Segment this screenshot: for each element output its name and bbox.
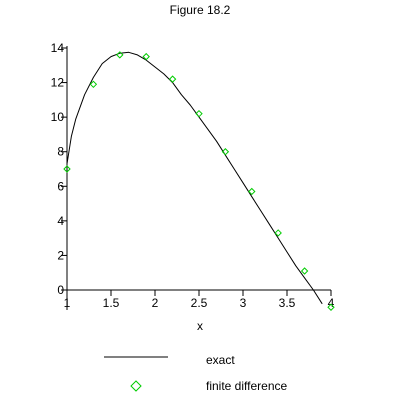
axes [66,46,331,310]
data-point-finite-difference [168,75,177,83]
data-point-finite-difference [195,109,203,118]
y-tick-label: 10 [51,110,65,124]
x-tick-label: 2.5 [191,296,208,310]
x-tick-label: 3.5 [279,296,296,310]
y-tick-label: 0 [57,283,64,297]
data-point-finite-difference [63,165,71,173]
data-point-finite-difference [327,303,335,311]
x-tick-label: 3 [240,296,247,310]
data-point-finite-difference [89,80,98,89]
y-tick-label: 6 [57,179,64,193]
x-tick-label: 2 [152,296,159,310]
legend-label-exact: exact [206,353,235,367]
series-line-exact [66,51,323,305]
x-tick-labels: 1 1.5 2 2.5 3 3.5 4 [64,290,335,310]
y-tick-label: 12 [51,76,65,90]
y-tick-label: 8 [57,145,64,159]
x-tick-label: 1 [64,296,71,310]
y-tick-label: 14 [51,41,65,55]
x-tick-label: 4 [328,296,335,310]
x-tick-label: 1.5 [103,296,120,310]
plot-series [63,51,335,311]
data-point-finite-difference [248,187,256,196]
data-point-finite-difference [142,52,150,61]
data-point-finite-difference [300,267,309,275]
data-point-finite-difference [221,148,230,156]
legend-swatch-finite-difference [130,380,142,392]
y-tick-labels: 0 2 4 6 8 10 12 14 [51,41,67,297]
y-tick-label: 4 [57,214,64,228]
data-point-finite-difference [116,51,124,59]
x-axis-label: x [197,319,203,333]
legend: exact finite difference [104,353,287,393]
y-tick-label: 2 [57,248,64,262]
chart-title: Figure 18.2 [170,3,231,17]
data-point-finite-difference [274,229,282,237]
legend-label-finite-difference: finite difference [206,379,287,393]
